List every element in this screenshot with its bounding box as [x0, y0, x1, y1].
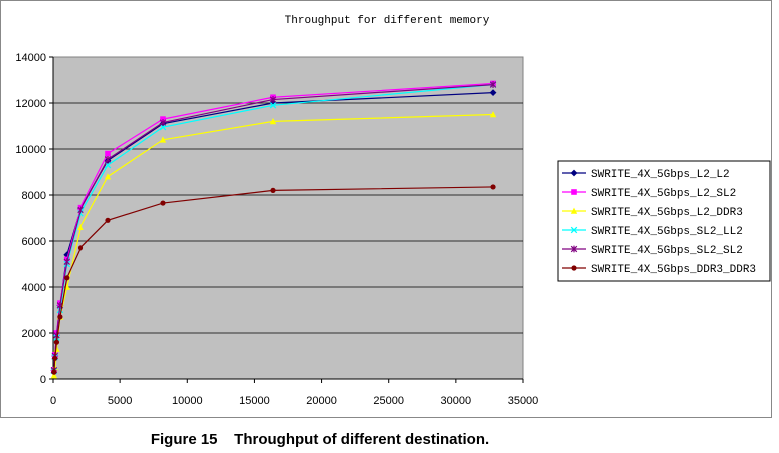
- legend-marker: [570, 226, 578, 234]
- legend: SWRITE_4X_5Gbps_L2_L2 SWRITE_4X_5Gbps_L2_…: [557, 160, 771, 282]
- data-point: [159, 119, 167, 126]
- legend-item: SWRITE_4X_5Gbps_L2_DDR3: [562, 207, 743, 219]
- y-tick-label: 6000: [22, 236, 46, 248]
- legend-label: SWRITE_4X_5Gbps_L2_DDR3: [591, 207, 743, 219]
- data-point: [104, 173, 112, 180]
- data-point: [77, 206, 84, 214]
- data-point: [270, 187, 276, 193]
- x-tick-label: 0: [50, 395, 56, 407]
- data-point: [159, 123, 167, 131]
- legend-marker: [570, 169, 578, 177]
- legend-item: SWRITE_4X_5Gbps_SL2_LL2: [562, 226, 743, 238]
- x-tick-label: 5000: [108, 395, 132, 407]
- legend-item: SWRITE_4X_5Gbps_DDR3_DDR3: [562, 264, 756, 276]
- y-tick-label: 14000: [15, 52, 46, 64]
- legend-marker: [571, 265, 577, 271]
- data-point: [77, 223, 84, 230]
- data-point: [57, 314, 63, 320]
- figure-caption: Figure 15 Throughput of different destin…: [150, 431, 490, 448]
- chart-title: Throughput for different memory: [285, 15, 490, 27]
- y-tick-label: 2000: [22, 328, 46, 340]
- y-tick-label: 0: [40, 374, 46, 386]
- legend-marker: [570, 207, 578, 214]
- data-point: [105, 150, 111, 157]
- data-point: [52, 355, 58, 361]
- line-chart: Throughput for different memory 0 2000 400…: [15, 15, 771, 407]
- data-point: [53, 331, 60, 339]
- data-point: [63, 258, 70, 266]
- x-tick-label: 15000: [239, 395, 270, 407]
- data-point: [160, 200, 166, 206]
- data-point: [51, 369, 57, 375]
- legend-box: [557, 160, 771, 282]
- y-tick-label: 10000: [15, 144, 46, 156]
- data-point: [489, 89, 497, 97]
- data-point: [50, 372, 58, 379]
- legend-label: SWRITE_4X_5Gbps_L2_SL2: [591, 188, 736, 200]
- x-tick-label: 30000: [441, 395, 472, 407]
- data-point: [64, 275, 70, 281]
- legend-item: SWRITE_4X_5Gbps_L2_SL2: [562, 188, 736, 200]
- legend-label: SWRITE_4X_5Gbps_L2_L2: [591, 169, 730, 181]
- series-lines: [50, 80, 497, 379]
- x-tick-label: 35000: [508, 395, 539, 407]
- series-6: [51, 184, 496, 375]
- data-point: [53, 339, 60, 345]
- data-point: [104, 155, 112, 163]
- y-tick-label: 4000: [22, 282, 46, 294]
- y-tick-label: 12000: [15, 98, 46, 110]
- data-point: [77, 245, 84, 251]
- data-point: [269, 96, 277, 103]
- axes: 0 2000 4000 6000 8000 10000 12000 14000 0 5000 100…: [15, 52, 538, 407]
- legend-marker: [570, 245, 578, 253]
- legend-marker: [571, 189, 577, 195]
- chart-frame: Throughput for different memory 0 2000 400…: [0, 0, 772, 418]
- legend-label: SWRITE_4X_5Gbps_SL2_LL2: [591, 226, 743, 238]
- data-point: [269, 118, 277, 125]
- x-tick-label: 10000: [172, 395, 203, 407]
- data-point: [159, 136, 167, 143]
- plot-area: [52, 56, 524, 380]
- data-point: [490, 184, 496, 190]
- data-point: [489, 111, 497, 118]
- legend-label: SWRITE_4X_5Gbps_SL2_SL2: [591, 245, 743, 257]
- data-point: [160, 116, 166, 122]
- legend-label: SWRITE_4X_5Gbps_DDR3_DDR3: [591, 264, 756, 276]
- legend-item: SWRITE_4X_5Gbps_SL2_SL2: [562, 245, 743, 257]
- data-point: [269, 102, 277, 109]
- y-tick-label: 8000: [22, 190, 46, 202]
- x-tick-label: 20000: [306, 395, 337, 407]
- legend-item: SWRITE_4X_5Gbps_L2_L2: [562, 169, 730, 181]
- series-line: [53, 186, 494, 373]
- data-point: [105, 217, 111, 223]
- data-point: [489, 81, 497, 88]
- x-tick-label: 25000: [373, 395, 404, 407]
